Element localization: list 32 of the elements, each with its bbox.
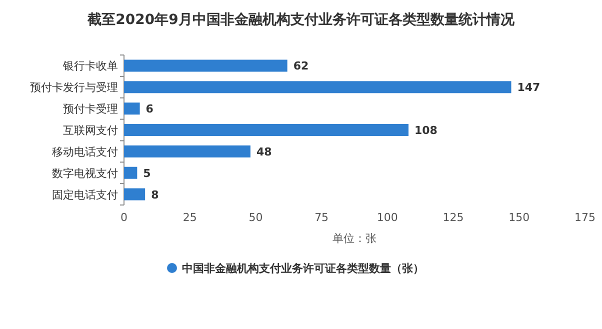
bar bbox=[124, 124, 409, 136]
y-tick-label: 互联网支付 bbox=[63, 124, 118, 137]
x-axis-title: 单位：张 bbox=[332, 232, 376, 245]
x-tick-label: 125 bbox=[442, 211, 464, 224]
bar bbox=[124, 60, 288, 72]
y-tick-label: 预付卡发行与受理 bbox=[30, 81, 118, 94]
x-tick-label: 75 bbox=[314, 211, 329, 224]
y-tick-label: 移动电话支付 bbox=[52, 145, 118, 158]
x-tick-label: 150 bbox=[508, 211, 530, 224]
data-label: 8 bbox=[151, 188, 159, 202]
data-label: 5 bbox=[143, 166, 151, 180]
data-label: 108 bbox=[414, 124, 438, 137]
x-tick-label: 50 bbox=[248, 211, 263, 224]
x-tick-label: 0 bbox=[120, 211, 128, 224]
legend-label: 中国非金融机构支付业务许可证各类型数量（张） bbox=[182, 262, 424, 275]
bar bbox=[124, 145, 250, 158]
data-label: 62 bbox=[293, 60, 309, 73]
bar bbox=[124, 188, 146, 200]
y-tick-label: 银行卡收单 bbox=[62, 60, 118, 73]
x-tick-label: 100 bbox=[376, 211, 398, 224]
y-tick-label: 预付卡受理 bbox=[63, 102, 118, 116]
y-tick-label: 固定电话支付 bbox=[52, 188, 118, 202]
data-label: 48 bbox=[256, 145, 272, 158]
data-label: 6 bbox=[146, 102, 154, 116]
bar bbox=[124, 166, 138, 179]
x-tick-label: 175 bbox=[574, 211, 596, 224]
chart-title: 截至2020年9月中国非金融机构支付业务许可证各类型数量统计情况 bbox=[86, 11, 516, 28]
bar bbox=[124, 102, 140, 115]
bar bbox=[124, 81, 512, 94]
y-tick-label: 数字电视支付 bbox=[52, 166, 118, 180]
data-label: 147 bbox=[517, 81, 540, 94]
x-tick-label: 25 bbox=[182, 211, 197, 224]
